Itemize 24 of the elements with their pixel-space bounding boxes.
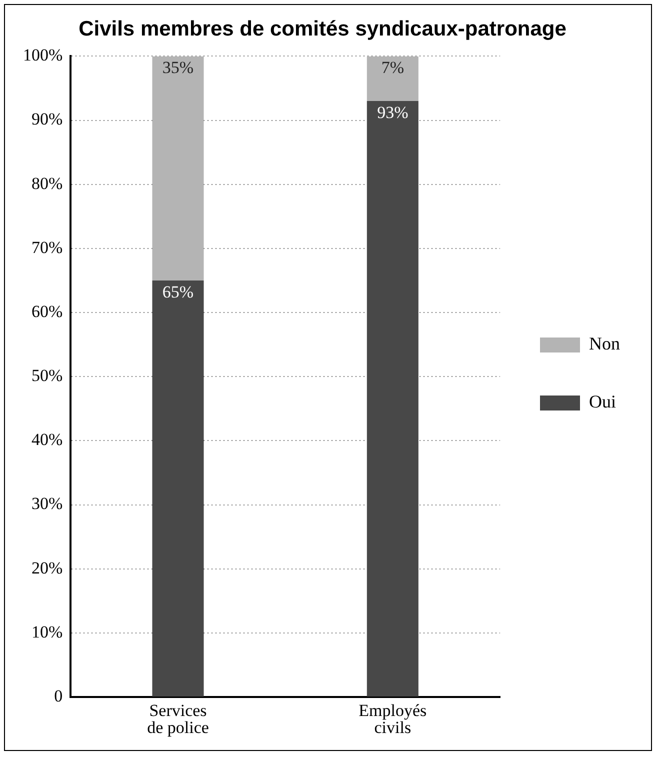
data-label: 93% (377, 103, 408, 122)
legend-label: Oui (589, 392, 616, 412)
y-tick-label: 60% (31, 302, 63, 321)
y-tick-label: 20% (31, 558, 63, 578)
data-label: 7% (381, 58, 404, 78)
bar (366, 101, 418, 696)
bar (152, 56, 204, 280)
y-tick-label: 80% (31, 174, 63, 193)
chart-title: Civils membres de comités syndicaux-patronage (78, 17, 566, 40)
y-tick-label: 10% (31, 622, 63, 642)
y-tick-label: 50% (31, 366, 63, 386)
y-tick-label: 70% (31, 238, 63, 257)
y-tick-label: 40% (31, 430, 63, 450)
y-tick-label: 90% (31, 110, 63, 129)
x-tick-label: Services de police (147, 700, 209, 737)
y-tick-label: 30% (31, 494, 63, 514)
y-tick-label: 0 (54, 686, 63, 706)
bar (366, 56, 418, 102)
data-label: 35% (162, 58, 194, 78)
bar (152, 280, 204, 696)
y-tick-label: 100% (22, 46, 63, 65)
legend-label: Non (589, 334, 620, 354)
data-label: 65% (162, 282, 194, 302)
x-tick-label: Employés civils (358, 700, 427, 737)
